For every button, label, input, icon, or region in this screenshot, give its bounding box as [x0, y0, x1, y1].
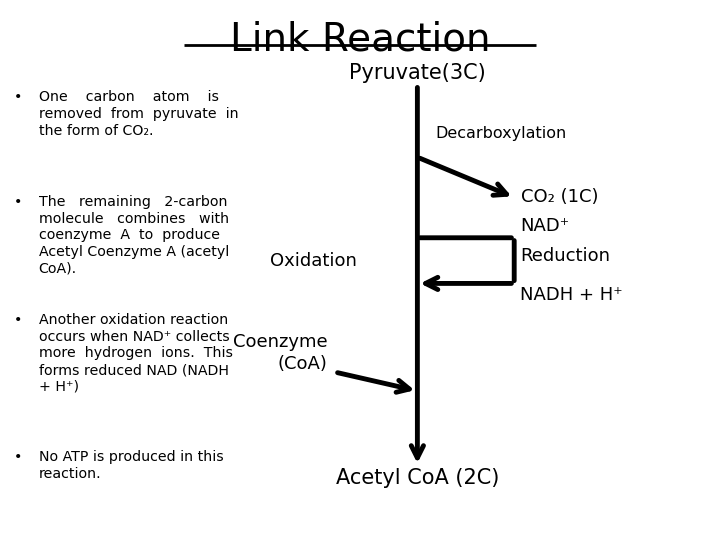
Text: Oxidation: Oxidation	[269, 252, 356, 269]
Text: Coenzyme
(CoA): Coenzyme (CoA)	[233, 333, 328, 373]
Text: No ATP is produced in this
reaction.: No ATP is produced in this reaction.	[39, 450, 223, 481]
Text: •: •	[14, 313, 22, 327]
Text: The   remaining   2-carbon
molecule   combines   with
coenzyme  A  to  produce
A: The remaining 2-carbon molecule combines…	[39, 195, 229, 276]
Text: Another oxidation reaction
occurs when NAD⁺ collects
more  hydrogen  ions.  This: Another oxidation reaction occurs when N…	[39, 313, 233, 394]
Text: •: •	[14, 450, 22, 464]
Text: CO₂ (1C): CO₂ (1C)	[521, 188, 599, 206]
Text: Acetyl CoA (2C): Acetyl CoA (2C)	[336, 468, 499, 488]
Text: •: •	[14, 90, 22, 104]
Text: Reduction: Reduction	[520, 247, 610, 265]
Text: •: •	[14, 195, 22, 209]
Text: One    carbon    atom    is
removed  from  pyruvate  in
the form of CO₂.: One carbon atom is removed from pyruvate…	[39, 90, 238, 138]
Text: Link Reaction: Link Reaction	[230, 20, 490, 58]
Text: Decarboxylation: Decarboxylation	[436, 125, 567, 140]
Text: NAD⁺: NAD⁺	[520, 217, 569, 235]
Text: Pyruvate(3C): Pyruvate(3C)	[349, 63, 486, 83]
Text: NADH + H⁺: NADH + H⁺	[520, 286, 623, 304]
